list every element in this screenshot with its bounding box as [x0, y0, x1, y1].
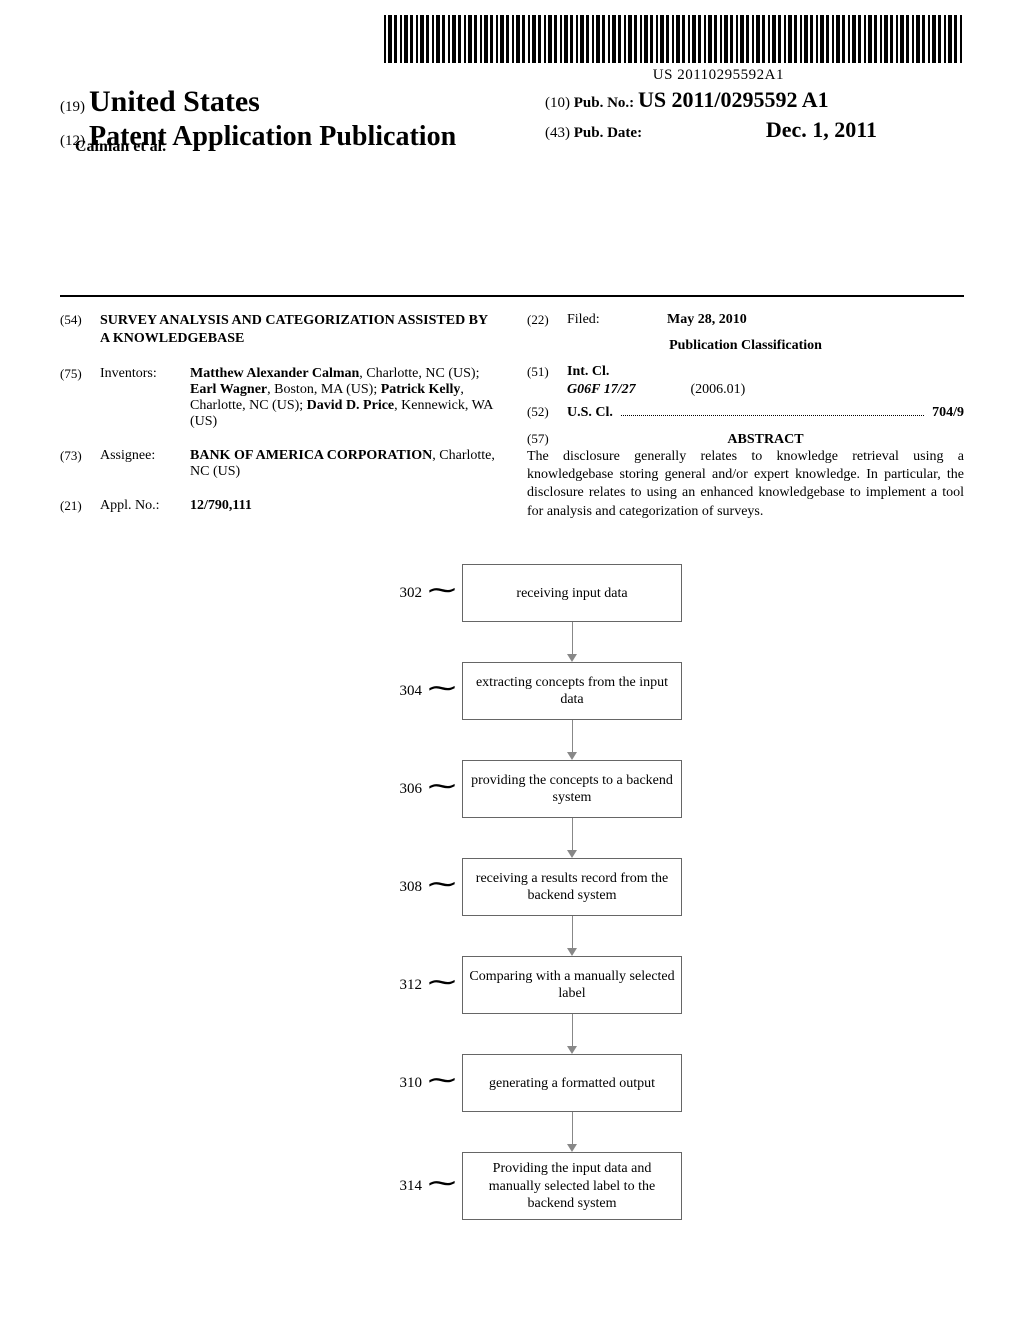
tilde-icon: ⁓: [422, 1071, 462, 1091]
f51-num: (51): [527, 364, 567, 380]
flow-box-5: generating a formatted output: [462, 1054, 682, 1112]
flow-step-4: 312 ⁓ Comparing with a manually selected…: [262, 956, 762, 1014]
flowchart: 302 ⁓ receiving input data 304 ⁓ extract…: [60, 564, 964, 1220]
patent-page: US 20110295592A1 (19) United States (12)…: [0, 0, 1024, 1320]
inventor-loc-0: , Charlotte, NC (US);: [359, 366, 479, 381]
col-right: (22) Filed: May 28, 2010 Publication Cla…: [527, 312, 964, 524]
tilde-icon: ⁓: [422, 1174, 462, 1194]
f22-value: May 28, 2010: [627, 312, 964, 328]
f54-num: (54): [60, 312, 100, 328]
f51-year: (2006.01): [691, 382, 746, 397]
flow-num-4: 312: [342, 977, 422, 994]
arrow-icon: [462, 622, 682, 662]
f52-value: 704/9: [932, 405, 964, 421]
arrow-icon: [462, 720, 682, 760]
f52-label: U.S. Cl.: [567, 405, 613, 421]
pub-date: Dec. 1, 2011: [766, 117, 877, 143]
divider: [60, 295, 964, 297]
pub-no-label: Pub. No.:: [574, 95, 638, 111]
col-left: (54) SURVEY ANALYSIS AND CATEGORIZATION …: [60, 312, 497, 524]
f73-num: (73): [60, 448, 100, 464]
f57-num: (57): [527, 431, 567, 447]
inventor-name-1: Earl Wagner: [190, 382, 267, 397]
f21-label: Appl. No.:: [100, 498, 190, 514]
barcode: [384, 15, 964, 63]
tilde-icon: ⁓: [422, 679, 462, 699]
inventor-name-2: Patrick Kelly: [381, 382, 461, 397]
flow-num-2: 306: [342, 781, 422, 798]
abstract-header: ABSTRACT: [567, 432, 964, 448]
flow-step-5: 310 ⁓ generating a formatted output: [262, 1054, 762, 1112]
flow-step-1: 304 ⁓ extracting concepts from the input…: [262, 662, 762, 720]
us-cl-row: (52) U.S. Cl. 704/9: [527, 404, 964, 421]
pub-no: US 2011/0295592 A1: [638, 87, 829, 112]
tilde-icon: ⁓: [422, 581, 462, 601]
f73-label: Assignee:: [100, 448, 190, 464]
top-section: US 20110295592A1 (19) United States (12)…: [60, 15, 964, 135]
code-43: (43): [545, 125, 570, 141]
flow-box-4: Comparing with a manually selected label: [462, 956, 682, 1014]
flow-num-5: 310: [342, 1075, 422, 1092]
flow-box-2: providing the concepts to a backend syst…: [462, 760, 682, 818]
authors-short: Calman et al.: [75, 138, 166, 156]
flow-box-3: receiving a results record from the back…: [462, 858, 682, 916]
inventor-name-0: Matthew Alexander Calman: [190, 366, 359, 381]
flow-box-6: Providing the input data and manually se…: [462, 1152, 682, 1220]
inventor-name-3: David D. Price: [307, 398, 394, 413]
flow-num-1: 304: [342, 683, 422, 700]
arrow-icon: [462, 818, 682, 858]
pub-date-label: Pub. Date:: [574, 125, 646, 141]
country: United States: [89, 85, 260, 118]
barcode-number: US 20110295592A1: [653, 67, 784, 84]
f22-num: (22): [527, 312, 567, 328]
flow-step-2: 306 ⁓ providing the concepts to a backen…: [262, 760, 762, 818]
f75-label: Inventors:: [100, 366, 190, 382]
f73-value: BANK OF AMERICA CORPORATION, Charlotte, …: [190, 448, 497, 480]
f75-num: (75): [60, 366, 100, 382]
f51-label: Int. Cl.: [567, 364, 964, 380]
f21-value: 12/790,111: [190, 498, 497, 514]
assignee-name: BANK OF AMERICA CORPORATION: [190, 448, 432, 463]
int-cl-row: G06F 17/27 (2006.01): [567, 382, 964, 398]
code-19: (19): [60, 99, 85, 115]
columns: (54) SURVEY ANALYSIS AND CATEGORIZATION …: [60, 312, 964, 524]
pub-class-header: Publication Classification: [527, 338, 964, 354]
header-right: (10) Pub. No.: US 2011/0295592 A1 (43) P…: [545, 87, 877, 143]
f54-title: SURVEY ANALYSIS AND CATEGORIZATION ASSIS…: [100, 312, 497, 348]
code-10: (10): [545, 95, 570, 111]
flow-box-0: receiving input data: [462, 564, 682, 622]
flow-box-1: extracting concepts from the input data: [462, 662, 682, 720]
arrow-icon: [462, 1014, 682, 1054]
flow-step-6: 314 ⁓ Providing the input data and manua…: [262, 1152, 762, 1220]
f21-num: (21): [60, 498, 100, 514]
f22-label: Filed:: [567, 312, 627, 328]
abstract-text: The disclosure generally relates to know…: [527, 448, 964, 521]
f51-code: G06F 17/27: [567, 382, 687, 398]
tilde-icon: ⁓: [422, 875, 462, 895]
flow-num-3: 308: [342, 879, 422, 896]
flow-num-6: 314: [342, 1178, 422, 1195]
inventor-loc-1: , Boston, MA (US);: [267, 382, 381, 397]
tilde-icon: ⁓: [422, 973, 462, 993]
arrow-icon: [462, 1112, 682, 1152]
tilde-icon: ⁓: [422, 777, 462, 797]
dots-leader: [621, 415, 924, 416]
flow-step-0: 302 ⁓ receiving input data: [262, 564, 762, 622]
flow-num-0: 302: [342, 585, 422, 602]
flow-step-3: 308 ⁓ receiving a results record from th…: [262, 858, 762, 916]
arrow-icon: [462, 916, 682, 956]
f52-num: (52): [527, 404, 567, 420]
f75-inventors: Matthew Alexander Calman, Charlotte, NC …: [190, 366, 497, 430]
